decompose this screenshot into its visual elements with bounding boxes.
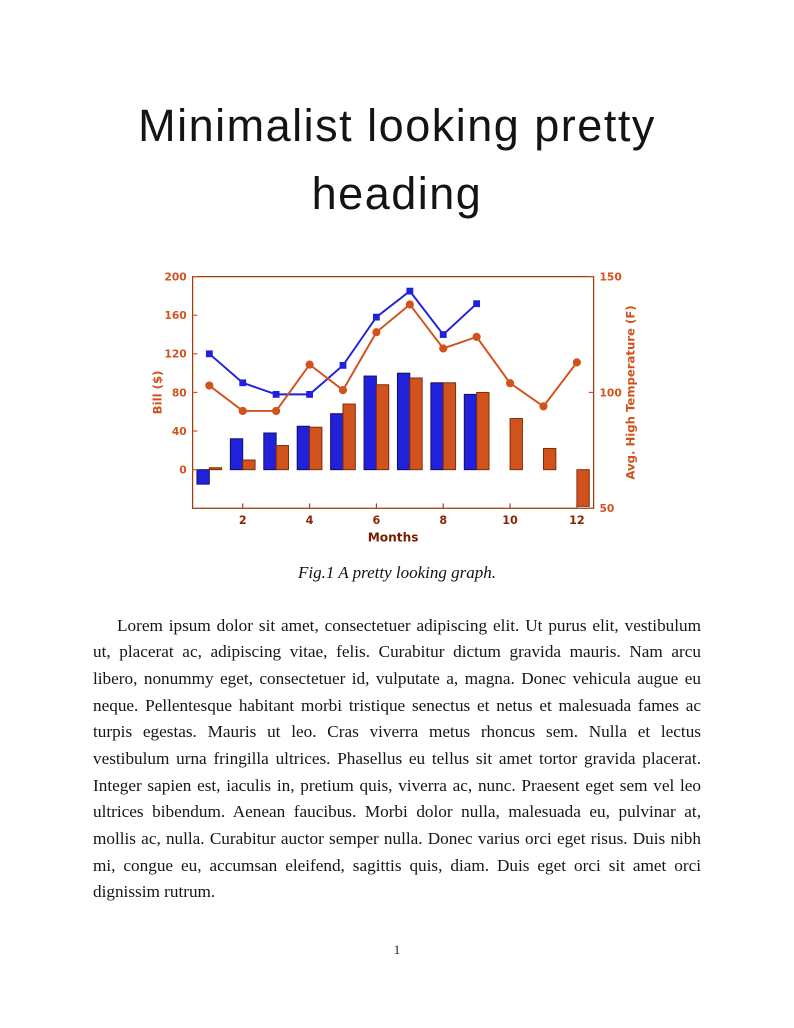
bar (442, 382, 457, 470)
bar (330, 412, 344, 470)
bar (543, 447, 557, 470)
right-tick-label: 50 (599, 502, 614, 515)
circle-marker (372, 327, 381, 337)
square-marker (272, 390, 280, 398)
bar (229, 438, 244, 470)
right-axis-label: Avg. High Temperature (F) (623, 305, 637, 479)
bar (196, 468, 210, 485)
x-tick-label: 2 (239, 514, 247, 527)
x-axis: 2 4 6 8 10 12 (239, 503, 585, 527)
bill-bars-blue (196, 372, 478, 485)
square-marker (239, 379, 247, 387)
left-tick-label: 40 (172, 425, 187, 438)
circle-marker (205, 381, 214, 390)
square-marker (372, 313, 380, 321)
bar (275, 444, 289, 470)
left-tick-label: 80 (172, 386, 187, 399)
circle-marker (439, 344, 448, 353)
bar (396, 372, 411, 470)
left-tick-label: 160 (164, 309, 186, 322)
circle-marker (539, 402, 548, 411)
bar (263, 432, 277, 470)
circle-marker (272, 406, 281, 415)
square-marker (439, 330, 447, 338)
temp-bars-orange (208, 377, 590, 507)
bar (342, 403, 356, 470)
figure-chart: 0 40 80 120 160 200 50 100 150 2 4 6 8 10 12 Bill ($) Av… (150, 270, 637, 544)
bar (409, 377, 423, 470)
bar (309, 426, 323, 470)
square-marker (205, 350, 213, 357)
bill-line-blue (205, 287, 481, 398)
x-axis-label: Months (368, 530, 419, 544)
bar (375, 384, 390, 470)
figure: 0 40 80 120 160 200 50 100 150 2 4 6 8 10 12 Bill ($) Av… (142, 263, 652, 583)
left-tick-label: 120 (164, 348, 186, 361)
page-number: 1 (393, 942, 401, 957)
right-tick-label: 150 (599, 270, 621, 283)
line-path (208, 289, 478, 396)
left-tick-label: 200 (164, 270, 186, 283)
plot-box (191, 275, 595, 509)
square-marker (339, 361, 347, 369)
square-marker (306, 390, 314, 398)
bar (576, 468, 590, 507)
bar (296, 425, 311, 470)
square-marker (473, 300, 481, 307)
x-tick-label: 12 (569, 514, 585, 527)
figure-caption: Fig.1 A pretty looking graph. (297, 562, 496, 582)
body-paragraph: Lorem ipsum dolor sit amet, consectetuer… (93, 615, 701, 902)
bar (430, 382, 444, 470)
bar (208, 467, 223, 470)
left-axis: 0 40 80 120 160 200 (164, 270, 198, 476)
bar (509, 417, 523, 470)
left-axis-label: Bill ($) (150, 370, 164, 414)
square-marker (406, 287, 414, 295)
bar (463, 393, 478, 470)
circle-marker (238, 406, 247, 415)
x-tick-label: 10 (502, 514, 518, 527)
bar (242, 459, 256, 470)
x-tick-label: 6 (372, 514, 380, 527)
line-path (208, 302, 578, 412)
x-tick-label: 8 (439, 514, 447, 527)
left-tick-label: 0 (179, 463, 186, 476)
bar (476, 391, 490, 470)
page-title: Minimalist looking pretty heading (138, 100, 656, 220)
right-axis: 50 100 150 (588, 270, 622, 515)
circle-marker (572, 358, 581, 367)
circle-marker (472, 332, 481, 341)
circle-marker (506, 378, 515, 388)
circle-marker (405, 300, 414, 309)
bar (363, 375, 377, 470)
circle-marker (338, 385, 348, 394)
right-tick-label: 100 (599, 386, 621, 399)
x-tick-label: 4 (306, 514, 314, 527)
temp-line-orange (205, 300, 581, 415)
circle-marker (305, 360, 314, 369)
